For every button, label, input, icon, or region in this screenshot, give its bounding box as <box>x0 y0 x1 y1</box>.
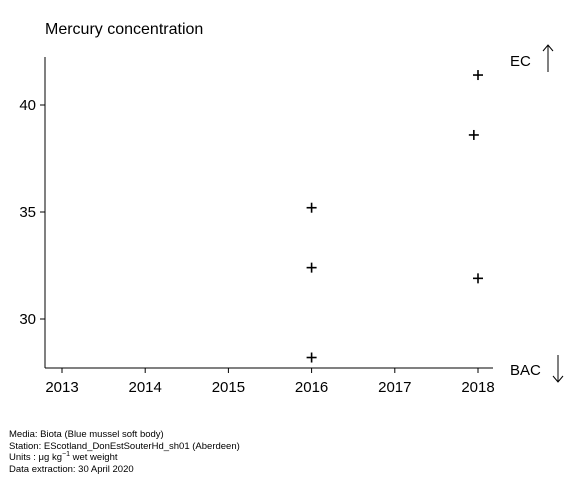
data-point <box>306 262 317 273</box>
x-tick-label: 2015 <box>212 379 245 396</box>
footer-units: Units : μg kg−1 wet weight <box>9 450 240 464</box>
y-axis-ticks: 30 35 40 <box>19 97 45 328</box>
x-tick-label: 2016 <box>295 379 328 396</box>
data-point <box>468 129 479 140</box>
footer-station: Station: EScotland_DonEstSouterHd_sh01 (… <box>9 440 240 452</box>
data-points <box>306 70 483 363</box>
x-tick-label: 2018 <box>461 379 494 396</box>
x-axis-ticks: 2013 2014 2015 2016 2017 2018 <box>45 368 495 396</box>
arrow-down-icon <box>552 355 564 383</box>
x-tick-label: 2014 <box>129 379 162 396</box>
data-point <box>306 202 317 213</box>
bac-label: BAC <box>510 362 541 379</box>
data-point <box>473 273 483 284</box>
data-point <box>306 352 317 363</box>
chart-title: Mercury concentration <box>45 21 203 38</box>
x-tick-label: 2017 <box>378 379 411 396</box>
y-tick-label: 40 <box>19 97 36 114</box>
y-tick-label: 35 <box>19 204 36 221</box>
footer-extraction: Data extraction: 30 April 2020 <box>9 463 134 475</box>
reference-labels: EC BAC <box>510 44 564 383</box>
footer-metadata: Media: Biota (Blue mussel soft body) Sta… <box>9 429 240 475</box>
footer-units-prefix: Units : μg kg <box>9 452 62 463</box>
footer-units-suffix: wet weight <box>69 452 118 463</box>
y-tick-label: 30 <box>19 311 36 328</box>
footer-units-sup: −1 <box>62 450 70 458</box>
arrow-up-icon <box>542 44 554 72</box>
footer-media: Media: Biota (Blue mussel soft body) <box>9 429 164 440</box>
x-tick-label: 2013 <box>45 379 78 396</box>
data-point <box>473 70 483 81</box>
ec-label: EC <box>510 53 531 70</box>
